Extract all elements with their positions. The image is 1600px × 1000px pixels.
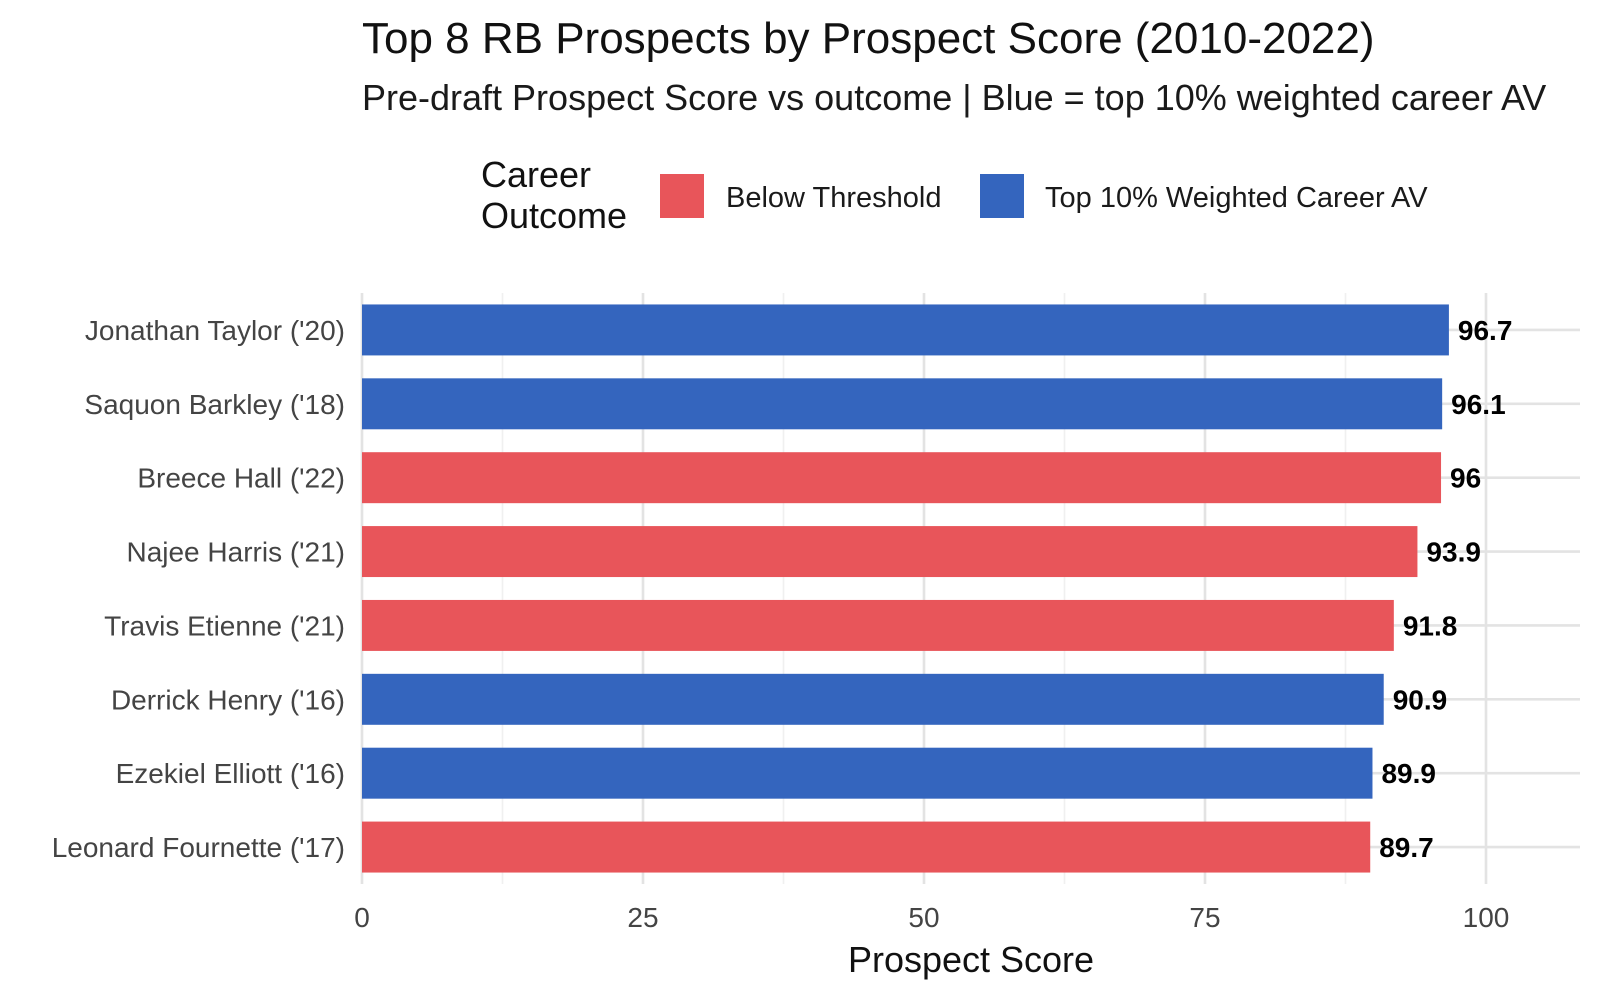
bar-value-label: 89.7 [1379,832,1434,863]
x-tick-label: 25 [627,902,658,933]
bar [362,599,1394,651]
y-tick-label: Breece Hall ('22) [137,463,345,494]
bar [362,378,1443,430]
x-axis-label: Prospect Score [848,939,1094,980]
legend-swatch [980,174,1024,218]
bar-series [362,304,1449,873]
legend: Career Outcome Below Threshold Top 10% Weig… [481,154,1428,236]
y-tick-label: Ezekiel Elliott ('16) [116,758,345,789]
bar-value-label: 96 [1450,463,1481,494]
bar-value-label: 93.9 [1426,537,1481,568]
bar-value-label: 90.9 [1393,684,1448,715]
bar [362,821,1371,873]
bar-value-label: 96.1 [1451,389,1506,420]
x-tick-label: 100 [1463,902,1510,933]
legend-label: Below Threshold [726,182,941,214]
y-tick-label: Travis Etienne ('21) [104,610,345,641]
y-tick-label: Derrick Henry ('16) [111,684,345,715]
chart-subtitle: Pre-draft Prospect Score vs outcome | Bl… [362,77,1546,118]
bar-value-label: 89.9 [1381,758,1436,789]
y-tick-label: Jonathan Taylor ('20) [85,315,345,346]
bar-value-label: 91.8 [1403,610,1458,641]
y-tick-label: Saquon Barkley ('18) [84,389,345,420]
data-labels: 96.7 96.1 96 93.9 91.8 90.9 89.9 89.7 [1379,315,1512,863]
x-tick-label: 0 [354,902,370,933]
legend-title: Career Outcome [481,154,627,236]
x-tick-label: 75 [1189,902,1220,933]
bar-value-label: 96.7 [1458,315,1513,346]
legend-swatch [660,174,704,218]
x-axis-tick-labels: 0 25 50 75 100 [354,902,1509,933]
y-tick-label: Najee Harris ('21) [126,537,345,568]
y-tick-label: Leonard Fournette ('17) [52,832,345,863]
bar [362,452,1442,504]
x-tick-label: 50 [908,902,939,933]
bar [362,304,1449,356]
bar [362,673,1384,725]
chart-title: Top 8 RB Prospects by Prospect Score (20… [362,14,1375,63]
bar [362,526,1418,578]
y-axis-tick-labels: Jonathan Taylor ('20) Saquon Barkley ('18… [52,315,345,863]
legend-label: Top 10% Weighted Career AV [1045,182,1428,214]
bar [362,747,1373,799]
